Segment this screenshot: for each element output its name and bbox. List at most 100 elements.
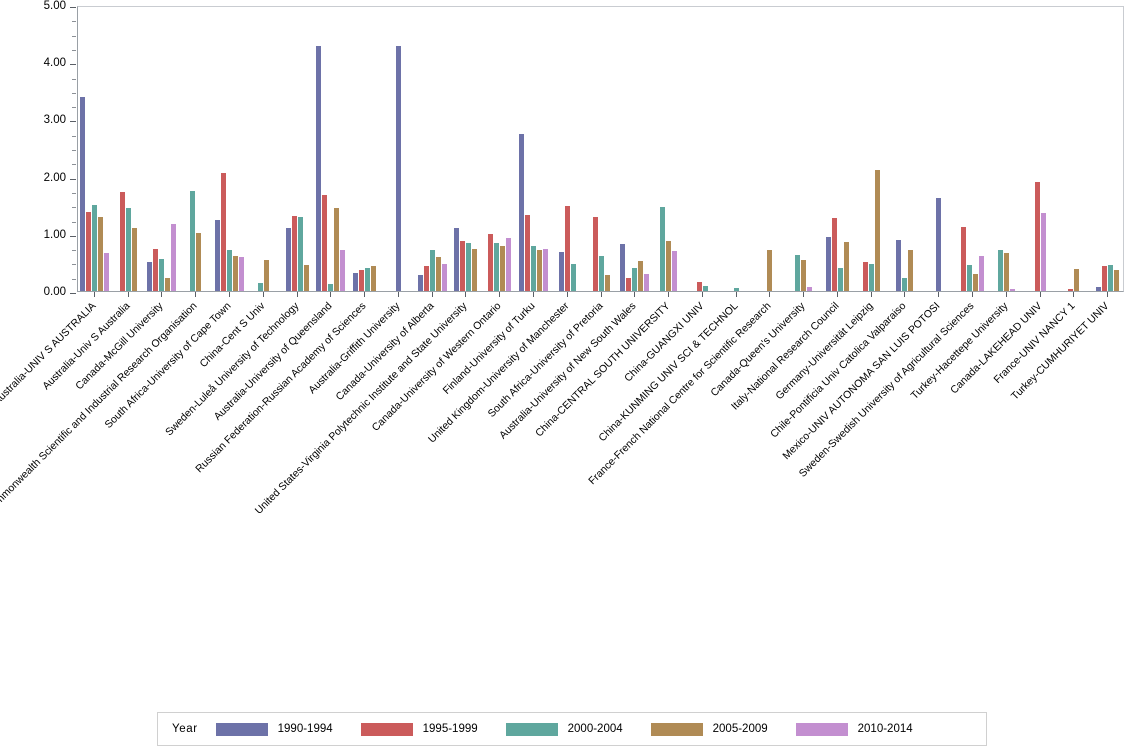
bar [214,219,220,291]
y-axis-tick [70,293,76,294]
bar [936,197,942,291]
x-axis-tick [566,292,568,297]
bar [417,274,423,291]
bar [1074,268,1080,291]
bar [604,274,610,291]
y-axis-minor-tick [72,164,76,166]
bar [536,249,542,291]
bar [831,217,837,291]
bar [147,261,153,291]
y-axis-tick [70,235,76,237]
y-axis-minor-tick [72,49,76,51]
bar [488,233,494,291]
bar [632,267,638,291]
legend-entry[interactable]: 2005-2009 [650,722,768,736]
legend-entry[interactable]: 2010-2014 [795,722,913,736]
legend-entry[interactable]: 1990-1994 [215,722,333,736]
y-axis-tick-label: 1.00 [43,228,66,241]
bar [696,282,702,291]
bar [196,233,202,291]
bar [303,264,309,291]
legend-label: 1995-1999 [422,723,478,735]
y-axis-minor-tick [72,107,76,109]
x-axis-tick [195,292,197,297]
bar [79,96,85,291]
bar [973,274,979,291]
bar [460,240,466,291]
x-axis-tick [330,292,332,297]
x-axis-tick [1107,292,1109,297]
bar [263,259,269,291]
bar [316,46,322,291]
x-axis-tick [803,292,805,297]
bar [795,254,801,291]
x-axis-tick [600,292,602,297]
legend-swatch [215,722,268,736]
x-axis-tick [735,292,737,297]
y-axis-minor-tick [72,250,76,252]
bar [837,268,843,291]
y-axis-tick-label: 5.00 [43,0,66,12]
bar [638,260,644,291]
bar [862,261,868,291]
bar [85,211,91,291]
y-axis-minor-tick [72,21,76,23]
x-axis-tick [296,292,298,297]
y-axis-tick-label: 3.00 [43,114,66,127]
bar [1034,181,1040,291]
x-axis-tick [668,292,670,297]
y-axis-minor-tick [72,207,76,209]
bar [626,277,632,291]
x-axis-tick-label: Mexico-UNIV AUTONOMA SAN LUIS POTOSI [780,300,943,463]
bar [334,207,340,291]
bar [103,252,109,291]
x-axis-tick [1073,292,1075,297]
legend-swatch [795,722,848,736]
bar [666,241,672,291]
legend-swatch [650,722,703,736]
x-axis-tick [701,292,703,297]
legend-entry[interactable]: 2000-2004 [505,722,623,736]
y-axis-tick-label: 2.00 [43,171,66,184]
x-axis-tick [364,292,366,297]
bar [291,215,297,291]
x-axis-tick [836,292,838,297]
bar [506,238,512,291]
x-axis-tick [228,292,230,297]
x-axis-tick [262,292,264,297]
y-axis-minor-tick [72,264,76,266]
bar [423,266,429,291]
x-axis-tick [499,292,501,297]
bar [500,246,506,291]
bar [429,249,435,291]
bar [165,277,171,291]
bar [322,195,328,291]
bar [125,207,131,291]
bar [97,217,103,291]
bar [733,287,739,291]
bar [902,277,908,291]
y-axis-minor-tick [72,221,76,223]
bar [466,242,472,291]
bar [997,249,1003,291]
bar [542,248,548,291]
bar [1068,289,1074,291]
bar [1114,269,1120,291]
bar [530,245,536,291]
bar [896,239,902,291]
legend-label: 1990-1994 [277,723,333,735]
bar [340,249,346,291]
bar [825,237,831,291]
legend-entry[interactable]: 1995-1999 [360,722,478,736]
bar [454,227,460,291]
x-axis-tick [93,292,95,297]
x-axis-tick [127,292,129,297]
bars-layer [78,7,1123,291]
bar [494,242,500,291]
bar [524,214,530,291]
y-axis-minor-tick [72,192,76,194]
x-axis-tick [431,292,433,297]
y-axis-minor-tick [72,150,76,151]
bar [979,256,985,291]
